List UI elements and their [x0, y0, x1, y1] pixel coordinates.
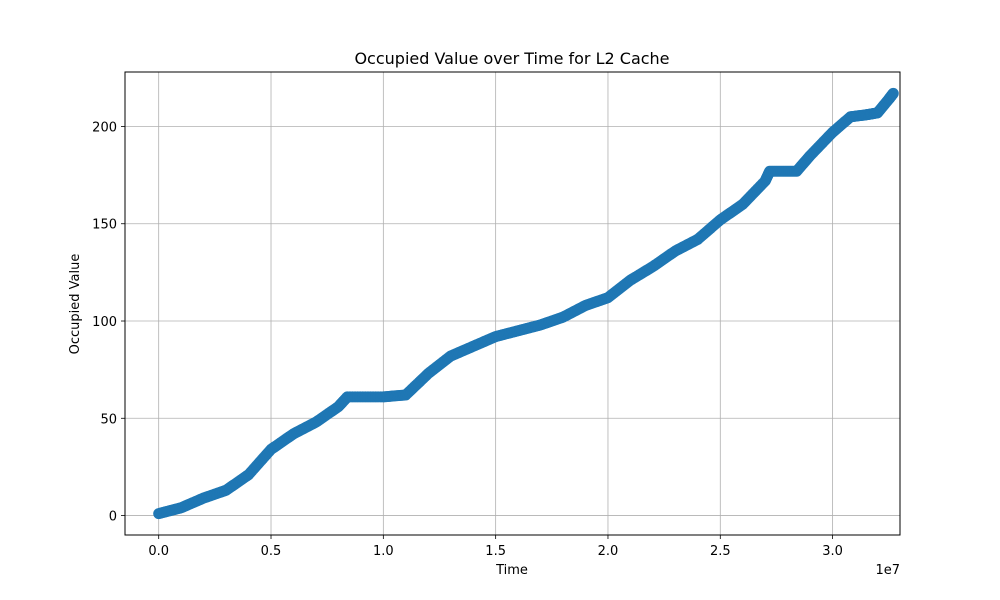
y-axis-label: Occupied Value — [68, 254, 83, 355]
y-tick-label: 200 — [92, 120, 117, 135]
data-point — [887, 87, 899, 99]
chart-title: Occupied Value over Time for L2 Cache — [354, 49, 669, 68]
y-tick-label: 150 — [92, 218, 117, 233]
x-axis-offset-label: 1e7 — [875, 563, 900, 578]
x-tick-label: 2.5 — [710, 544, 731, 559]
plot-frame — [124, 71, 901, 536]
y-tick-label: 0 — [109, 510, 117, 525]
y-tick-label: 50 — [100, 412, 117, 427]
ticks: 0.0 0.5 1.0 1.5 2.0 2.5 3.0 0 50 100 150 200 — [92, 120, 843, 559]
x-tick-label: 3.0 — [822, 544, 843, 559]
x-tick-label: 0.0 — [148, 544, 169, 559]
x-axis-label: Time — [495, 563, 528, 578]
data-series — [153, 87, 899, 520]
x-tick-label: 0.5 — [261, 544, 282, 559]
x-tick-label: 2.0 — [598, 544, 619, 559]
x-tick-label: 1.5 — [485, 544, 506, 559]
grid — [125, 72, 900, 535]
y-tick-label: 100 — [92, 315, 117, 330]
x-tick-label: 1.0 — [373, 544, 394, 559]
